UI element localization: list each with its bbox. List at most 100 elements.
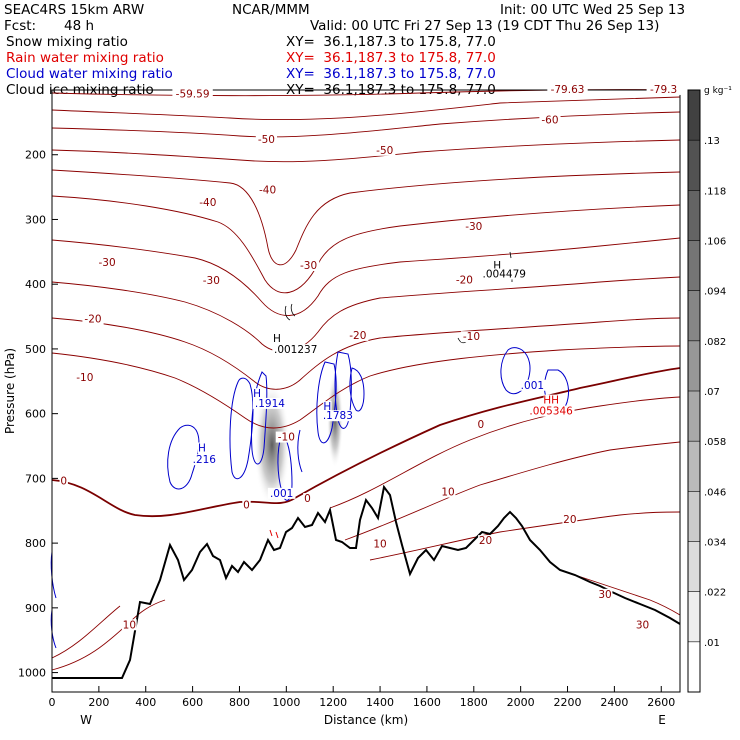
colorbar-segment — [688, 491, 700, 542]
contour-label-bg — [275, 431, 297, 443]
contour-label: -40 — [259, 184, 276, 196]
init-time: Init: 00 UTC Wed 25 Sep 13 — [500, 2, 686, 18]
contour-label: -30 — [203, 275, 220, 287]
contour-label: 10 — [373, 538, 386, 550]
contour-label-bg — [59, 475, 68, 487]
contour-label: 0 — [243, 500, 250, 512]
contour-label: .005346 — [529, 406, 573, 418]
contour-label: -50 — [258, 134, 275, 146]
contour-label: -30 — [465, 221, 482, 233]
contour-label-bg — [252, 397, 287, 409]
contour-label-bg — [543, 394, 559, 406]
colorbar: .01 .022 .034 .046 .058 .07 .082 .094 .106 .118 .1… — [687, 89, 726, 693]
contour-label: H — [323, 401, 331, 413]
contour-label-bg — [96, 256, 118, 268]
contour-label-bg — [82, 313, 104, 325]
y-tick-label: 1000 — [18, 667, 46, 680]
contour-label: 0 — [60, 476, 67, 488]
rain-markers — [269, 529, 279, 539]
contour-label-bg — [372, 538, 388, 550]
colorbar-label: .082 — [704, 337, 726, 348]
colorbar-segment — [688, 641, 700, 692]
x-tick-label: 1200 — [319, 696, 347, 709]
contour-label-bg — [272, 344, 320, 356]
valid-time: Valid: 00 UTC Fri 27 Sep 13 (19 CDT Thu … — [310, 18, 660, 34]
colorbar-segment — [688, 140, 700, 191]
contour-label-bg — [200, 274, 222, 286]
contour-label: -30 — [300, 260, 317, 272]
contour-label-bg — [252, 388, 262, 400]
contour-label-bg — [197, 197, 219, 209]
y-tick-label: 900 — [25, 602, 46, 615]
x-tick-label: 200 — [88, 696, 109, 709]
contour-label: -20 — [349, 330, 366, 342]
contour-label-bg — [74, 371, 96, 383]
contour-label-bg — [297, 260, 320, 272]
contour-label: -60 — [541, 114, 558, 126]
contour-label-bg — [440, 486, 456, 498]
x-tick-label: 2600 — [647, 696, 675, 709]
colorbar-label: .034 — [704, 538, 726, 549]
contour-label-bg — [562, 513, 578, 525]
terrain-line — [52, 484, 681, 679]
temperature-contours — [51, 89, 681, 671]
contour-label-bg — [476, 419, 486, 431]
colorbar-unit: g kg⁻¹ — [704, 86, 732, 96]
x-axis: 0 200 400 600 800 1000 1200 1400 1600 1800 2000 220… — [49, 686, 675, 709]
colorbar-label: .118 — [704, 186, 726, 197]
contour-label: H — [273, 333, 281, 345]
contour-label-bg — [242, 499, 251, 511]
colorbar-segment — [688, 541, 700, 592]
field-name-snow: Snow mixing ratio — [6, 34, 128, 50]
contour-label: -10 — [76, 372, 93, 384]
field-xy-rain: XY= 36.1,187.3 to 175.8, 77.0 — [286, 50, 496, 66]
y-tick-label: 300 — [25, 213, 46, 226]
field-xy-cloudwater: XY= 36.1,187.3 to 175.8, 77.0 — [286, 66, 496, 82]
contour-label: -79.3 — [650, 84, 677, 96]
contour-label: .004479 — [483, 268, 526, 280]
plot-frame — [51, 89, 681, 693]
contour-label: 10 — [441, 487, 454, 499]
colorbar-segment — [688, 90, 700, 141]
field-name-rain: Rain water mixing ratio — [6, 50, 164, 66]
x-tick-label: 1600 — [413, 696, 441, 709]
contour-labels: -59.59 -79.63 -79.3 -50 -50 -60 -40 -40 -30 -30 -3… — [59, 83, 681, 631]
contour-label-bg — [197, 442, 207, 454]
y-tick-label: 500 — [25, 343, 46, 356]
y-tick-label: 800 — [25, 537, 46, 550]
contour-label-bg — [267, 487, 296, 499]
colorbar-label: .13 — [704, 136, 720, 147]
contour-label: .1783 — [323, 410, 353, 422]
colorbar-label: .094 — [704, 287, 726, 298]
x-tick-label: 0 — [49, 696, 56, 709]
colorbar-label: .046 — [704, 487, 726, 498]
x-tick-label: 2400 — [600, 696, 628, 709]
fcst-label: Fcst: — [4, 18, 37, 34]
y-tick-label: 700 — [25, 472, 46, 485]
x-tick-label: 400 — [135, 696, 156, 709]
x-tick-label: 600 — [182, 696, 203, 709]
field-name-cloudwater: Cloud water mixing ratio — [6, 66, 173, 82]
x-tick-label: 1800 — [460, 696, 488, 709]
x-tick-label: 1000 — [272, 696, 300, 709]
colorbar-label: .01 — [704, 638, 720, 649]
contour-label: 20 — [479, 535, 492, 547]
contour-label-bg — [493, 260, 502, 272]
contour-label: H — [198, 443, 206, 455]
x-tick-label: 800 — [229, 696, 250, 709]
x-axis-label: Distance (km) — [324, 713, 408, 727]
contour-label-bg — [303, 493, 312, 505]
contour-label: .216 — [193, 454, 217, 466]
contour-label: -10 — [463, 331, 480, 343]
colorbar-segment — [688, 190, 700, 241]
contour-label: .1914 — [255, 398, 285, 410]
contour-label-bg — [256, 184, 279, 196]
contour-label: -40 — [199, 197, 216, 209]
contour-label-bg — [172, 88, 213, 100]
y-axis-label: Pressure (hPa) — [3, 348, 17, 434]
center-label: NCAR/MMM — [232, 2, 310, 18]
colorbar-segment — [688, 290, 700, 341]
contour-label: 30 — [636, 619, 649, 631]
colorbar-label: .106 — [704, 237, 726, 248]
